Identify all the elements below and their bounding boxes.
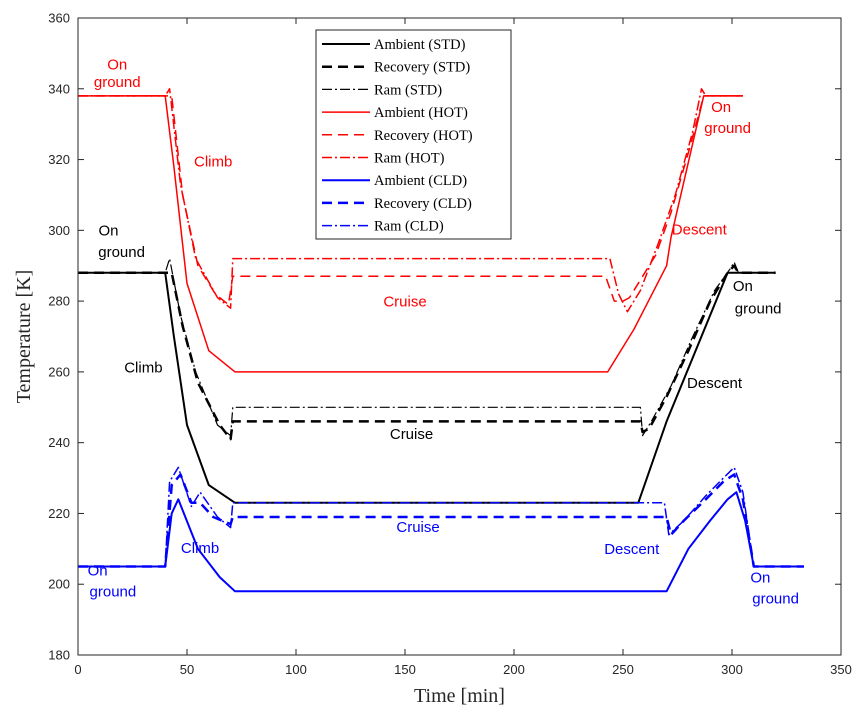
annotation-label: ground [90,584,137,601]
legend-box [315,29,512,240]
x-tick-label: 300 [721,662,743,677]
legend-entry-label: Recovery (CLD) [374,196,472,212]
annotation-label: On [88,562,108,579]
series-line-ram-std [78,258,776,437]
annotation-label: ground [98,244,145,261]
y-tick-label: 320 [48,152,70,167]
series-line-ram-cld [78,466,804,568]
annotation-label: On [750,569,770,586]
annotation-label: Climb [194,154,232,171]
legend-entry-label: Ambient (CLD) [374,173,467,189]
annotation-label: Cruise [383,293,426,310]
y-tick-label: 200 [48,577,70,592]
plot-frame [77,17,842,656]
legend: Ambient (STD) Recovery (STD) Ram (STD) Ambi… [315,29,512,240]
legend-entry-label: Ram (STD) [374,82,442,98]
plot-lines [78,88,804,593]
annotation-label: ground [94,74,141,91]
x-axis-label: Time [min] [414,685,505,707]
legend-entry-label: Ambient (STD) [374,37,466,53]
series-line-ram-hot [78,88,743,313]
annotation-label: Descent [672,222,728,239]
y-tick-label: 300 [48,223,70,238]
y-axis-label: Temperature [K] [13,270,35,404]
x-tick-label: 200 [503,662,525,677]
y-tick-label: 220 [48,506,70,521]
annotation-label: On [733,278,753,295]
x-tick-label: 50 [180,662,194,677]
legend-entry-label: Ram (CLD) [374,219,444,235]
legend-entry-label: Ambient (HOT) [374,105,468,121]
series-line-recovery-cld [78,473,804,568]
legend-entry-label: Recovery (STD) [374,60,470,76]
legend-entry-label: Ram (HOT) [374,151,445,167]
series-line-ambient-hot [78,95,743,373]
annotation-label: On [107,56,127,73]
y-tick-label: 360 [48,11,70,26]
x-tick-label: 0 [74,662,81,677]
annotation-label: ground [752,591,799,608]
series-line-ambient-std [78,271,776,504]
x-tick-label: 250 [612,662,634,677]
annotation-label: On [711,99,731,116]
annotation-label: ground [735,300,782,317]
legend-entry-label: Recovery (HOT) [374,128,473,144]
axis-ticks: 0 50 100 150 200 250 300 350 180 200 220 240 260 280 3… [48,11,852,678]
series-line-recovery-hot [78,95,743,306]
annotation-label: Cruise [390,426,433,443]
annotation-label: Descent [604,541,660,558]
x-tick-label: 100 [285,662,307,677]
x-tick-label: 150 [394,662,416,677]
annotation-label: Climb [181,540,219,557]
annotation-label: Climb [124,360,162,377]
series-line-ambient-cld [78,491,804,593]
annotation-label: Descent [687,375,743,392]
y-tick-label: 180 [48,648,70,663]
annotation-label: On [99,223,119,240]
y-tick-label: 240 [48,435,70,450]
annotation-label: ground [704,120,751,137]
y-tick-label: 340 [48,81,70,96]
annotation-label: Cruise [396,519,439,536]
x-tick-label: 350 [830,662,852,677]
y-tick-label: 260 [48,364,70,379]
annotations: OngroundClimbCruiseDescentOngroundOngrou… [88,56,799,607]
y-tick-label: 280 [48,294,70,309]
